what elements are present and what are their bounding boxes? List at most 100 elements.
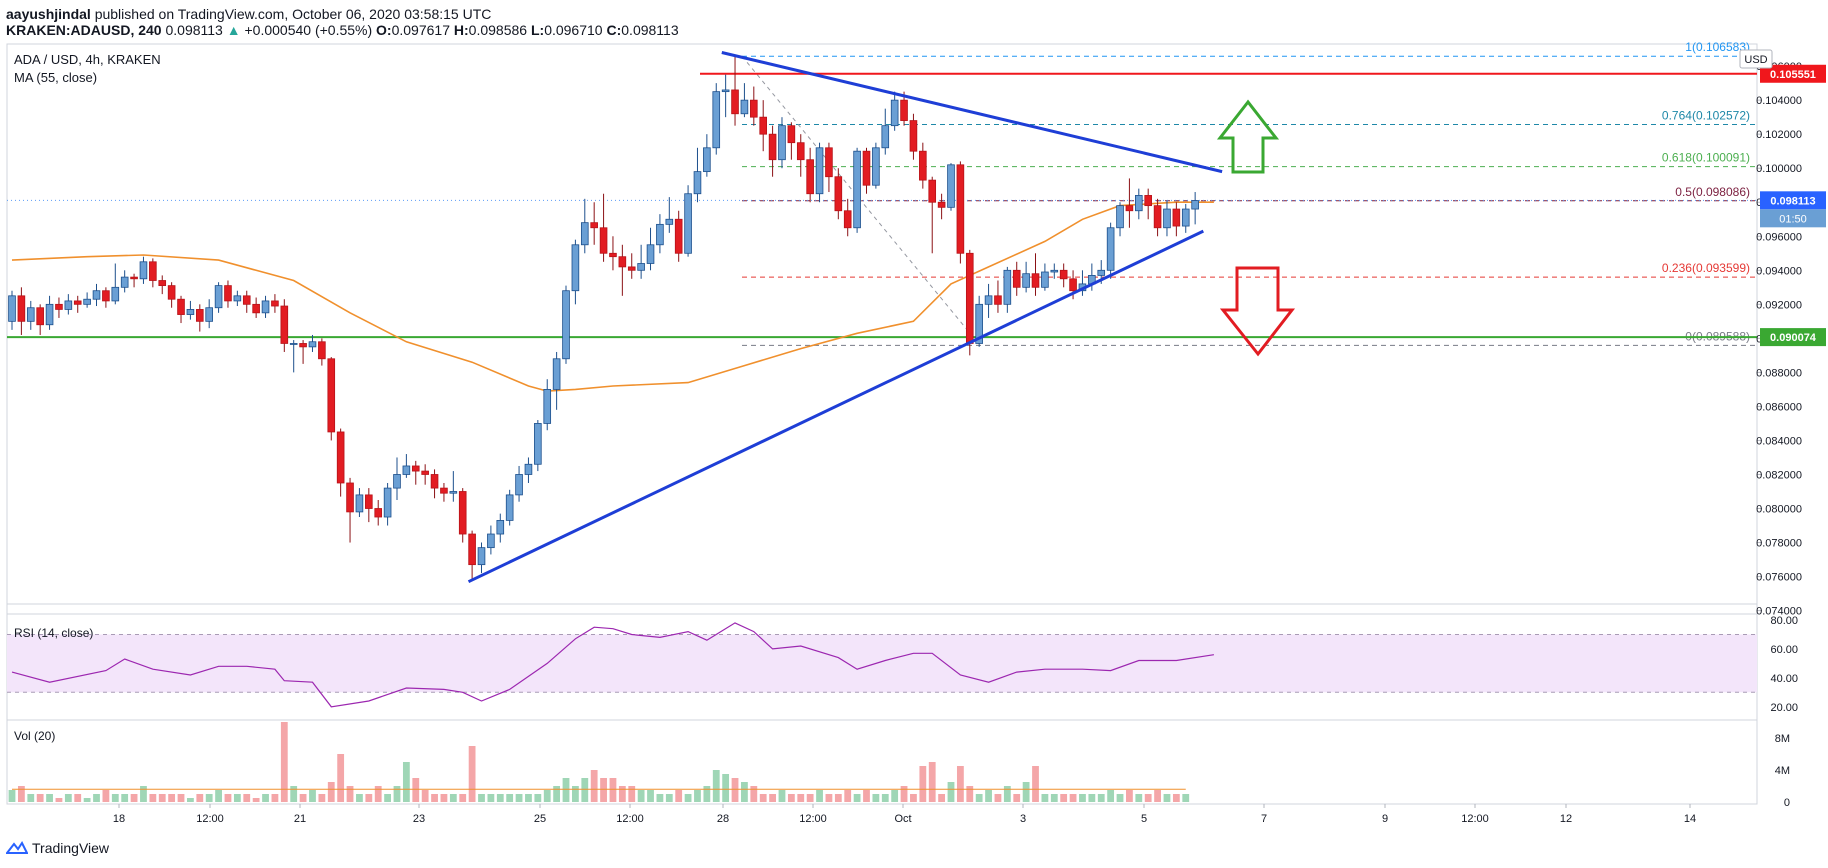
candle-down bbox=[590, 222, 598, 229]
candle-down bbox=[750, 99, 758, 118]
volume-bars bbox=[8, 722, 1190, 802]
volume-bar-down bbox=[1172, 794, 1180, 802]
time-tick-label: 5 bbox=[1141, 813, 1147, 825]
volume-bar-down bbox=[806, 794, 814, 802]
price-tick-label: 0.084000 bbox=[1756, 435, 1802, 447]
candle-down bbox=[271, 300, 279, 307]
volume-bar-down bbox=[158, 794, 166, 802]
candle-down bbox=[994, 295, 1002, 305]
volume-bar-up bbox=[656, 794, 664, 802]
volume-bar-up bbox=[384, 794, 391, 802]
volume-bar-up bbox=[356, 794, 363, 802]
candle-down bbox=[346, 482, 354, 513]
candle-down bbox=[759, 116, 767, 135]
volume-bar-up bbox=[140, 786, 147, 802]
candle-down bbox=[440, 487, 448, 494]
volume-bar-up bbox=[975, 794, 983, 802]
candle-down bbox=[674, 218, 683, 254]
candle-up bbox=[1003, 269, 1012, 305]
price-tick-label: 0.104000 bbox=[1756, 95, 1802, 107]
candle-up bbox=[64, 300, 73, 310]
volume-bar-down bbox=[919, 766, 927, 802]
candles bbox=[8, 55, 1199, 580]
candle-up bbox=[543, 389, 552, 424]
countdown-badge-bg bbox=[1760, 209, 1826, 228]
tradingview-logo-icon bbox=[6, 841, 28, 854]
volume-bar-up bbox=[93, 794, 100, 802]
rsi-tick-label: 20.00 bbox=[1770, 702, 1798, 714]
fibonacci-levels: 1(0.106583) 0.764(0.102572) 0.618(0.100091… bbox=[7, 40, 1757, 346]
support-badge-text: 0.090074 bbox=[1770, 332, 1817, 344]
rsi-band-fill bbox=[7, 634, 1757, 693]
candle-up bbox=[1135, 195, 1143, 212]
rsi-legend: RSI (14, close) bbox=[14, 626, 93, 640]
candle-down bbox=[1125, 205, 1134, 212]
time-axis[interactable]: 18 12:00 21 23 25 12:00 28 12:00 Oct 3 5 7 9 12:00 12 1… bbox=[113, 804, 1696, 825]
volume-bar-down bbox=[102, 790, 110, 802]
currency-badge[interactable] bbox=[1739, 49, 1773, 69]
candle-down bbox=[843, 210, 852, 229]
time-tick-label: 12:00 bbox=[196, 813, 224, 825]
last-price: 0.098113 bbox=[165, 22, 223, 38]
publish-info: published on TradingView.com, October 06… bbox=[94, 6, 492, 22]
candle-down bbox=[73, 300, 82, 305]
volume-bar-up bbox=[290, 786, 298, 802]
volume-bar-down bbox=[1126, 790, 1133, 802]
volume-bar-down bbox=[600, 778, 607, 802]
candle-up bbox=[1191, 200, 1199, 210]
price-tick-label: 0.074000 bbox=[1756, 606, 1802, 618]
close-label: C: bbox=[606, 22, 622, 38]
support-badge-bg bbox=[1760, 328, 1826, 347]
candle-up bbox=[984, 295, 993, 305]
volume-tick-label: 4M bbox=[1775, 765, 1790, 777]
trendline-lower bbox=[467, 229, 1204, 584]
rsi-tick-label: 60.00 bbox=[1770, 644, 1798, 656]
candle-down bbox=[336, 431, 345, 484]
up-arrow-icon bbox=[1216, 99, 1280, 174]
candle-down bbox=[130, 276, 138, 280]
candle-up bbox=[449, 491, 458, 494]
candle-up bbox=[83, 298, 91, 305]
volume-bar-down bbox=[36, 794, 44, 802]
price-axis[interactable]: 0.1060000.1040000.1020000.1000000.098000… bbox=[1756, 61, 1802, 809]
candle-down bbox=[806, 159, 814, 195]
volume-bar-up bbox=[309, 790, 316, 802]
time-tick-label: 25 bbox=[534, 813, 546, 825]
fib-diagonal-line bbox=[741, 55, 981, 346]
volume-bar-up bbox=[947, 782, 955, 802]
volume-bar-down bbox=[1144, 794, 1152, 802]
volume-bar-up bbox=[515, 794, 523, 802]
candle-down bbox=[937, 201, 946, 208]
currency-label: USD bbox=[1744, 54, 1767, 66]
volume-bar-up bbox=[534, 794, 542, 802]
symbol-label: KRAKEN:ADAUSD, 240 bbox=[6, 22, 162, 38]
close-value: 0.098113 bbox=[621, 22, 679, 38]
volume-bar-up bbox=[1107, 790, 1115, 802]
volume-bar-up bbox=[816, 790, 823, 802]
candle-down bbox=[252, 303, 260, 314]
volume-bar-down bbox=[1060, 794, 1068, 802]
volume-bar-up bbox=[478, 794, 485, 802]
price-tick-label: 0.094000 bbox=[1756, 265, 1802, 277]
price-badges: 0.105551 0.090074 0.098113 01:50 bbox=[1760, 64, 1826, 347]
volume-bar-down bbox=[271, 794, 279, 802]
candle-up bbox=[289, 343, 298, 345]
candle-down bbox=[468, 533, 476, 566]
candle-down bbox=[411, 465, 420, 472]
volume-bar-up bbox=[1182, 794, 1190, 802]
volume-bar-down bbox=[994, 794, 1002, 802]
open-label: O: bbox=[376, 22, 392, 38]
volume-bar-down bbox=[928, 762, 936, 802]
candle-up bbox=[477, 547, 486, 566]
volume-bar-up bbox=[985, 790, 992, 802]
price-tick-label: 0.076000 bbox=[1756, 572, 1802, 584]
candle-up bbox=[721, 89, 730, 93]
support-resistance bbox=[7, 72, 1757, 339]
candle-up bbox=[1041, 271, 1049, 288]
candle-down bbox=[731, 89, 739, 115]
volume-bar-up bbox=[46, 794, 53, 802]
author-name[interactable]: aayushjindal bbox=[6, 6, 91, 22]
footer-brand[interactable]: TradingView bbox=[6, 840, 109, 856]
candle-up bbox=[1163, 208, 1171, 229]
